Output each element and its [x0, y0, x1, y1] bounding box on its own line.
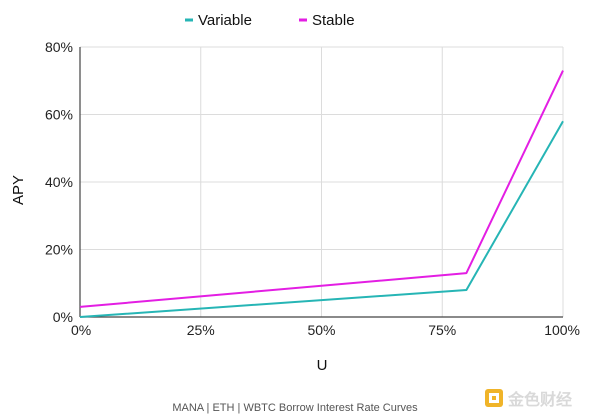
y-tick-label: 60% — [45, 107, 73, 123]
legend-label: Variable — [198, 12, 252, 29]
axes: 0% 25% 50% 75% 100% 0% 20% 40% 60% 80% — [45, 39, 580, 338]
x-tick-label: 25% — [187, 322, 215, 338]
y-tick-label: 0% — [53, 309, 73, 325]
legend-label: Stable — [312, 12, 355, 29]
series-line-variable — [79, 120, 564, 318]
watermark: 金色财经 — [485, 389, 572, 409]
y-axis-label: APY — [10, 175, 27, 205]
x-tick-label: 50% — [307, 322, 335, 338]
y-tick-label: 80% — [45, 39, 73, 55]
watermark-text: 金色财经 — [507, 390, 572, 409]
series-layer — [79, 70, 564, 318]
x-axis-label: U — [317, 357, 328, 374]
grid — [80, 46, 564, 317]
chart-caption: MANA | ETH | WBTC Borrow Interest Rate C… — [172, 402, 418, 414]
y-tick-label: 20% — [45, 242, 73, 258]
x-tick-label: 0% — [71, 322, 91, 338]
x-tick-label: 75% — [428, 322, 456, 338]
jinse-logo-icon — [485, 389, 503, 407]
x-tick-label: 100% — [544, 322, 580, 338]
series-line-stable — [79, 70, 564, 308]
y-tick-label: 40% — [45, 174, 73, 190]
legend: Variable Stable — [185, 12, 355, 29]
